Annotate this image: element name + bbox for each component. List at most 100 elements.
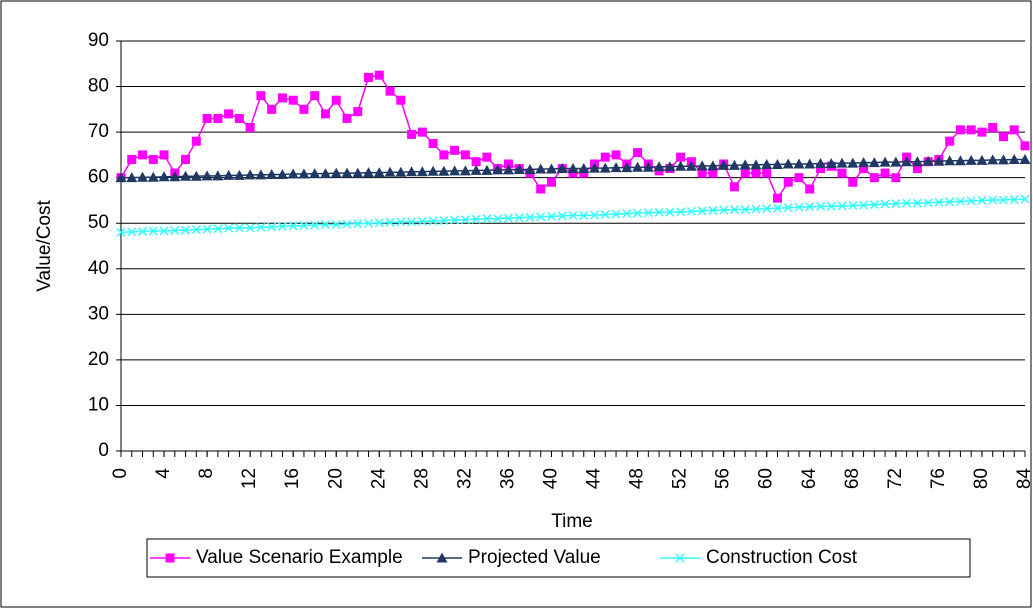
- marker-square: [794, 173, 804, 183]
- marker-triangle: [718, 159, 730, 170]
- marker-x: [923, 198, 933, 208]
- marker-square: [708, 168, 718, 178]
- marker-x: [396, 217, 406, 227]
- marker-x: [955, 196, 965, 206]
- marker-x: [536, 212, 546, 222]
- marker-square: [579, 168, 589, 178]
- marker-triangle: [545, 163, 557, 174]
- marker-x: [826, 201, 836, 211]
- marker-x: [859, 200, 869, 210]
- marker-triangle: [804, 158, 816, 169]
- y-tick-label: 70: [88, 121, 109, 142]
- marker-x: [751, 204, 761, 214]
- marker-x: [762, 204, 772, 214]
- marker-triangle: [233, 169, 245, 180]
- marker-square: [277, 93, 287, 103]
- marker-triangle: [427, 165, 439, 176]
- y-tick-label: 90: [88, 30, 109, 51]
- marker-x: [213, 224, 223, 234]
- marker-square: [439, 150, 449, 160]
- marker-triangle: [416, 166, 428, 177]
- x-tick-label: 40: [540, 468, 561, 489]
- marker-x: [589, 210, 600, 220]
- marker-x: [234, 223, 244, 233]
- marker-x: [654, 207, 664, 217]
- marker-x: [170, 225, 180, 236]
- marker-x: [719, 205, 729, 215]
- marker-x: [159, 226, 169, 236]
- marker-square: [729, 182, 739, 192]
- marker-x: [676, 207, 686, 217]
- marker-square: [676, 152, 686, 162]
- marker-triangle: [815, 158, 827, 169]
- marker-triangle: [330, 167, 342, 178]
- marker-square: [998, 132, 1008, 142]
- marker-x: [245, 223, 255, 233]
- marker-square: [1009, 125, 1019, 135]
- marker-triangle: [341, 167, 353, 178]
- marker-triangle: [954, 155, 966, 166]
- marker-x: [805, 202, 815, 212]
- marker-triangle: [599, 162, 611, 173]
- marker-triangle: [363, 167, 375, 178]
- marker-square: [837, 168, 847, 178]
- marker-x: [256, 222, 266, 232]
- marker-triangle: [535, 163, 547, 174]
- x-tick-label: 72: [885, 468, 906, 489]
- marker-x: [697, 206, 707, 216]
- marker-x: [740, 205, 750, 215]
- x-tick-label: 52: [670, 468, 691, 489]
- marker-x: [202, 224, 212, 234]
- marker-x: [299, 220, 309, 231]
- marker-square: [988, 123, 998, 133]
- x-tick-label: 32: [454, 468, 475, 489]
- marker-x: [503, 213, 513, 223]
- x-tick-label: 44: [584, 468, 605, 490]
- marker-x: [482, 214, 492, 224]
- marker-x: [891, 199, 901, 209]
- marker-square: [353, 107, 363, 117]
- marker-x: [557, 211, 567, 221]
- marker-square: [331, 95, 341, 105]
- marker-square: [320, 109, 330, 119]
- marker-square: [633, 148, 643, 158]
- marker-triangle: [158, 171, 170, 182]
- marker-square: [234, 113, 244, 123]
- marker-x: [622, 209, 632, 219]
- marker-triangle: [126, 172, 138, 183]
- marker-x: [181, 225, 191, 235]
- marker-square: [256, 91, 266, 101]
- marker-triangle: [825, 158, 837, 169]
- marker-x: [407, 217, 417, 227]
- marker-triangle: [761, 158, 773, 169]
- marker-x: [342, 219, 352, 229]
- marker-square: [1020, 141, 1030, 151]
- marker-triangle: [901, 156, 913, 167]
- marker-square: [848, 177, 858, 187]
- marker-square: [762, 168, 772, 178]
- marker-square: [181, 154, 191, 164]
- x-tick-label: 12: [239, 468, 260, 489]
- marker-triangle: [502, 164, 514, 175]
- x-tick-label: 0: [110, 468, 131, 479]
- marker-square: [288, 95, 298, 105]
- marker-x: [665, 207, 675, 217]
- marker-x: [848, 200, 858, 210]
- marker-square: [805, 184, 815, 194]
- marker-triangle: [997, 154, 1009, 165]
- marker-x: [439, 215, 449, 226]
- marker-triangle: [739, 159, 751, 170]
- marker-x: [729, 205, 739, 215]
- marker-square: [503, 159, 513, 169]
- marker-square: [955, 125, 965, 135]
- marker-square: [224, 109, 234, 119]
- marker-triangle: [567, 163, 579, 174]
- marker-x: [353, 219, 363, 229]
- marker-square: [148, 154, 158, 164]
- marker-square: [191, 136, 201, 146]
- marker-x: [998, 195, 1009, 205]
- marker-x: [514, 213, 524, 223]
- marker-square: [385, 86, 395, 96]
- marker-x: [471, 214, 481, 224]
